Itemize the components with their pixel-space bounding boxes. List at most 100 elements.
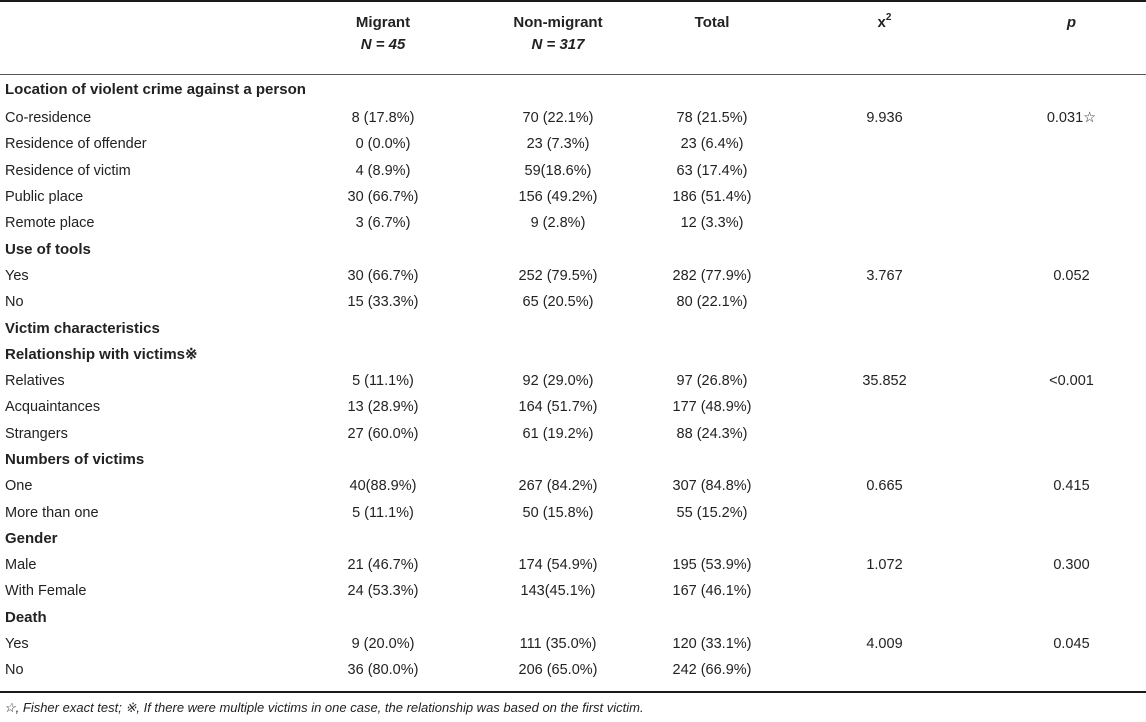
table-row: Residence of victim 4 (8.9%) 59(18.6%) 63 (… (0, 158, 1146, 184)
table-row: Remote place 3 (6.7%) 9 (2.8%) 12 (3.3%) (0, 210, 1146, 236)
chi-square-cell: 1.072 (866, 557, 903, 574)
nonmigrant-cell: 65 (20.5%) (522, 294, 594, 311)
table-row: Yes 9 (20.0%) 111 (35.0%) 120 (33.1%) 4.009 0… (0, 631, 1146, 657)
section-header-row: Use of tools (0, 236, 1146, 262)
row-label: Yes (5, 636, 29, 653)
chi-square-cell: 35.852 (862, 373, 907, 390)
section-label: Victim characteristics (5, 319, 160, 337)
table-row: Residence of offender 0 (0.0%) 23 (7.3%) 23… (0, 131, 1146, 157)
nonmigrant-cell: 50 (15.8%) (522, 504, 594, 521)
table-row: With Female 24 (53.3%) 143(45.1%) 167 (46.1… (0, 578, 1146, 604)
total-cell: 120 (33.1%) (672, 636, 752, 653)
section-header-row: Death (0, 605, 1146, 631)
total-cell: 55 (15.2%) (676, 504, 748, 521)
p-value-cell (997, 131, 1146, 157)
total-cell: 307 (84.8%) (672, 478, 752, 495)
chi-square-cell (772, 394, 997, 420)
table-row: One 40(88.9%) 267 (84.2%) 307 (84.8%) 0.665 0… (0, 473, 1146, 499)
migrant-cell: 15 (33.3%) (347, 294, 419, 311)
row-label: Residence of victim (5, 162, 131, 179)
row-label: Yes (5, 267, 29, 284)
p-value-cell (997, 210, 1146, 236)
p-value-cell (997, 394, 1146, 420)
section-label: Death (5, 608, 47, 626)
nonmigrant-cell: 23 (7.3%) (526, 136, 590, 153)
p-value-cell (997, 158, 1146, 184)
total-cell: 63 (17.4%) (676, 162, 748, 179)
crime-characteristics-table: Migrant N = 45 Non-migrant N = 317 Total… (0, 0, 1146, 684)
total-cell: 177 (48.9%) (672, 399, 752, 416)
chi-square-cell: 4.009 (866, 636, 903, 653)
header-chi-square: x2 (772, 0, 997, 75)
chi-square-cell (772, 210, 997, 236)
table-row: Strangers 27 (60.0%) 61 (19.2%) 88 (24.3%) (0, 421, 1146, 447)
header-rule (0, 74, 1146, 75)
table-row: Acquaintances 13 (28.9%) 164 (51.7%) 177 (4… (0, 394, 1146, 420)
row-label: Co-residence (5, 110, 92, 127)
total-cell: 186 (51.4%) (672, 189, 752, 206)
nonmigrant-cell: 70 (22.1%) (522, 110, 594, 127)
nonmigrant-cell: 174 (54.9%) (518, 557, 598, 574)
row-label: With Female (5, 583, 87, 600)
header-migrant-n: N = 45 (360, 36, 406, 53)
nonmigrant-cell: 61 (19.2%) (522, 425, 594, 442)
nonmigrant-cell: 164 (51.7%) (518, 399, 598, 416)
migrant-cell: 5 (11.1%) (352, 504, 414, 521)
nonmigrant-cell: 156 (49.2%) (518, 189, 598, 206)
chi-square-cell (772, 499, 997, 525)
chi-square-cell (772, 184, 997, 210)
p-value-cell (997, 421, 1146, 447)
total-cell: 78 (21.5%) (676, 110, 748, 127)
header-total: Total (652, 0, 772, 75)
table-row: No 36 (80.0%) 206 (65.0%) 242 (66.9%) (0, 657, 1146, 683)
chi-square-cell: 0.665 (866, 478, 903, 495)
section-header-row: Numbers of victims (0, 447, 1146, 473)
row-label: No (5, 662, 24, 679)
table-row: Public place 30 (66.7%) 156 (49.2%) 186 (51… (0, 184, 1146, 210)
total-cell: 12 (3.3%) (680, 215, 744, 232)
total-cell: 167 (46.1%) (672, 583, 752, 600)
total-cell: 23 (6.4%) (680, 136, 744, 153)
row-label: Remote place (5, 215, 95, 232)
nonmigrant-cell: 143(45.1%) (520, 583, 596, 600)
total-cell: 80 (22.1%) (676, 294, 748, 311)
row-label: More than one (5, 504, 99, 521)
migrant-cell: 3 (6.7%) (355, 215, 411, 232)
section-label: Gender (5, 529, 58, 547)
table-body: Location of violent crime against a pers… (0, 75, 1146, 684)
header-p-value: p (997, 0, 1146, 75)
row-label: Strangers (5, 425, 68, 442)
p-value-cell (997, 184, 1146, 210)
chi-square-cell (772, 289, 997, 315)
migrant-cell: 13 (28.9%) (347, 399, 419, 416)
table-row: Co-residence 8 (17.8%) 70 (22.1%) 78 (21.5%… (0, 105, 1146, 131)
table-footnote: ☆, Fisher exact test; ※, If there were m… (4, 700, 644, 715)
migrant-cell: 4 (8.9%) (355, 162, 411, 179)
p-value-cell: <0.001 (1049, 373, 1094, 390)
migrant-cell: 21 (46.7%) (347, 557, 419, 574)
header-chi-sup: 2 (885, 12, 892, 23)
row-label: Acquaintances (5, 399, 101, 416)
section-header-row: Location of violent crime against a pers… (0, 75, 1146, 105)
section-label: Numbers of victims (5, 451, 145, 468)
nonmigrant-cell: 92 (29.0%) (522, 373, 594, 390)
migrant-cell: 9 (20.0%) (351, 636, 415, 653)
table-row: No 15 (33.3%) 65 (20.5%) 80 (22.1%) (0, 289, 1146, 315)
p-value-cell: 0.415 (1053, 478, 1090, 495)
p-value-cell (997, 499, 1146, 525)
row-label: Public place (5, 189, 84, 206)
top-rule (0, 0, 1146, 2)
header-migrant-title: Migrant (355, 14, 411, 31)
nonmigrant-cell: 59(18.6%) (524, 162, 592, 179)
header-blank (0, 0, 302, 75)
p-value-cell (997, 289, 1146, 315)
p-value-cell (997, 657, 1146, 683)
chi-square-cell (772, 657, 997, 683)
nonmigrant-cell: 252 (79.5%) (518, 267, 598, 284)
total-cell: 88 (24.3%) (676, 425, 748, 442)
header-nonmigrant: Non-migrant N = 317 (464, 0, 652, 75)
nonmigrant-cell: 9 (2.8%) (530, 215, 586, 232)
header-chi-base: x (877, 14, 886, 31)
table-row: More than one 5 (11.1%) 50 (15.8%) 55 (15.2… (0, 499, 1146, 525)
